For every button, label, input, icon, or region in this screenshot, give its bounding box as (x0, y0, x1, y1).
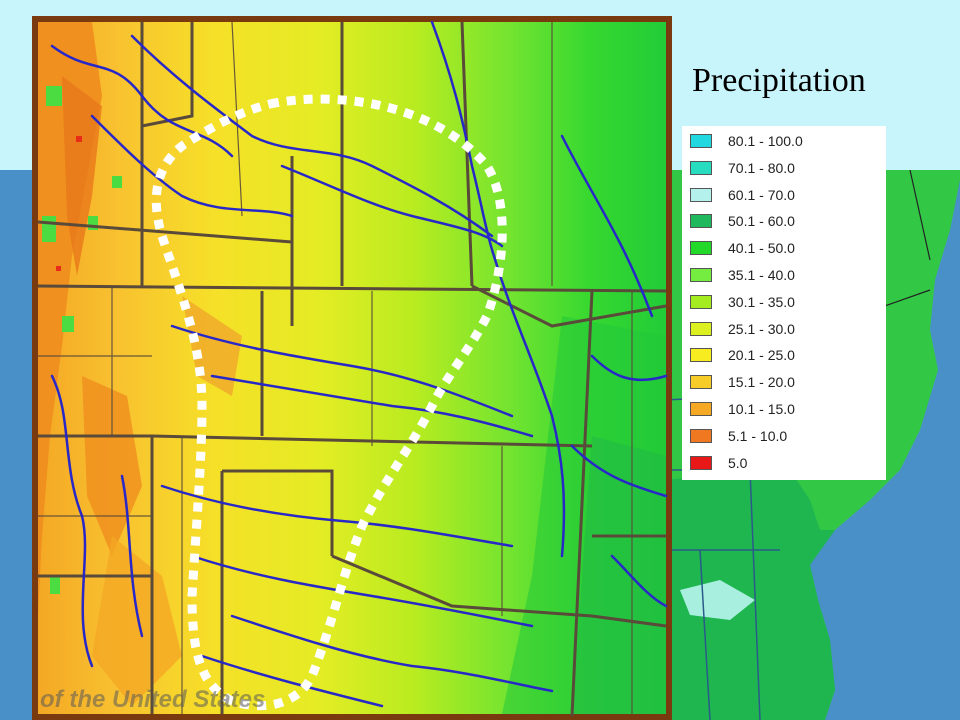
legend-item: 25.1 - 30.0 (690, 318, 795, 340)
legend-swatch (690, 241, 712, 255)
legend-label: 50.1 - 60.0 (728, 213, 795, 229)
legend-item: 10.1 - 15.0 (690, 398, 795, 420)
legend-item: 30.1 - 35.0 (690, 291, 795, 313)
legend-swatch (690, 134, 712, 148)
legend-swatch (690, 268, 712, 282)
legend-swatch (690, 402, 712, 416)
legend-item: 70.1 - 80.0 (690, 157, 795, 179)
legend-label: 30.1 - 35.0 (728, 294, 795, 310)
legend-swatch (690, 322, 712, 336)
legend-label: 15.1 - 20.0 (728, 374, 795, 390)
legend-label: 70.1 - 80.0 (728, 160, 795, 176)
legend-label: 10.1 - 15.0 (728, 401, 795, 417)
legend-item: 15.1 - 20.0 (690, 371, 795, 393)
legend-swatch (690, 456, 712, 470)
legend-label: 20.1 - 25.0 (728, 347, 795, 363)
legend-item: 35.1 - 40.0 (690, 264, 795, 286)
legend-item: 5.1 - 10.0 (690, 425, 787, 447)
legend-swatch (690, 295, 712, 309)
legend-swatch (690, 429, 712, 443)
legend-swatch (690, 214, 712, 228)
legend-item: 40.1 - 50.0 (690, 237, 795, 259)
legend-label: 80.1 - 100.0 (728, 133, 803, 149)
legend-swatch (690, 375, 712, 389)
legend-swatch (690, 161, 712, 175)
legend-title: Precipitation (692, 62, 866, 100)
legend-label: 60.1 - 70.0 (728, 187, 795, 203)
legend-item: 20.1 - 25.0 (690, 344, 795, 366)
legend-swatch (690, 188, 712, 202)
precipitation-map (32, 16, 672, 720)
legend-item: 50.1 - 60.0 (690, 210, 795, 232)
legend-item: 80.1 - 100.0 (690, 130, 803, 152)
legend-label: 5.1 - 10.0 (728, 428, 787, 444)
legend-label: 25.1 - 30.0 (728, 321, 795, 337)
legend-swatch (690, 348, 712, 362)
precipitation-legend: 80.1 - 100.0 70.1 - 80.0 60.1 - 70.0 50.1 -… (682, 126, 886, 480)
legend-item: 60.1 - 70.0 (690, 184, 795, 206)
legend-item: 5.0 (690, 452, 747, 474)
watermark-text: of the United States (40, 686, 265, 714)
legend-label: 5.0 (728, 455, 747, 471)
legend-label: 40.1 - 50.0 (728, 240, 795, 256)
legend-label: 35.1 - 40.0 (728, 267, 795, 283)
